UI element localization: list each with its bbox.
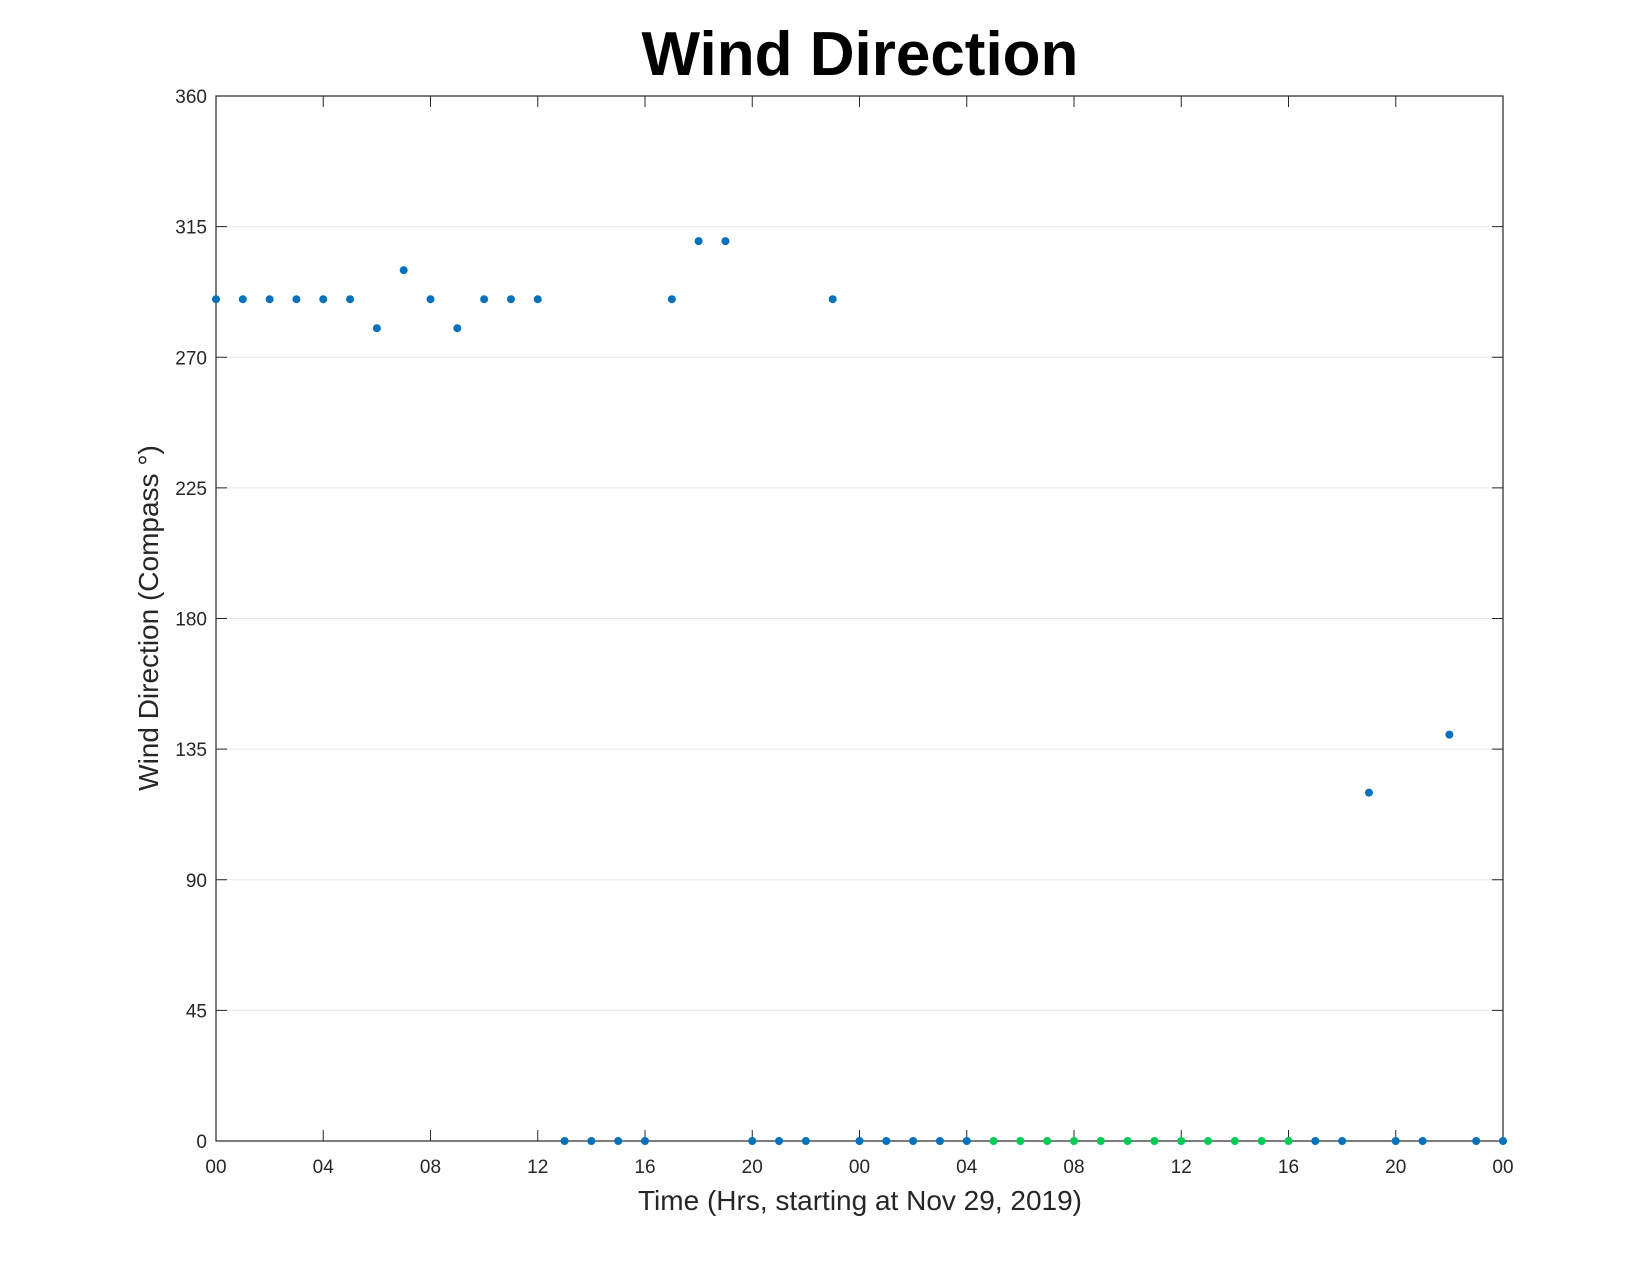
data-point bbox=[506, 295, 515, 304]
x-tick-label: 12 bbox=[1171, 1157, 1192, 1178]
data-point bbox=[721, 237, 730, 246]
data-point bbox=[641, 1137, 649, 1145]
data-point bbox=[909, 1137, 918, 1145]
x-tick-label: 08 bbox=[420, 1157, 441, 1178]
data-point bbox=[1123, 1137, 1132, 1145]
x-tick-label: 00 bbox=[205, 1157, 226, 1178]
data-point bbox=[935, 1137, 944, 1145]
y-tick-label: 135 bbox=[175, 740, 207, 761]
x-tick-label: 04 bbox=[313, 1157, 335, 1178]
y-tick-label: 180 bbox=[175, 610, 207, 631]
y-tick-label: 0 bbox=[196, 1132, 207, 1153]
data-point bbox=[614, 1137, 623, 1145]
data-point bbox=[1284, 1137, 1293, 1145]
data-point bbox=[801, 1137, 810, 1145]
data-point bbox=[1230, 1137, 1239, 1145]
x-tick-label: 00 bbox=[1492, 1157, 1513, 1178]
data-point bbox=[533, 295, 542, 304]
x-tick-label: 04 bbox=[956, 1157, 978, 1178]
y-tick-label: 270 bbox=[175, 348, 207, 369]
x-tick-label: 20 bbox=[1385, 1157, 1406, 1178]
x-tick-label: 16 bbox=[1278, 1157, 1299, 1178]
data-point bbox=[426, 295, 435, 304]
data-point bbox=[962, 1137, 971, 1145]
data-points bbox=[212, 237, 1507, 1145]
data-point bbox=[1338, 1137, 1347, 1145]
data-point bbox=[1364, 788, 1373, 797]
data-point bbox=[1070, 1137, 1078, 1145]
y-tick-label: 225 bbox=[175, 479, 207, 500]
data-point bbox=[319, 295, 328, 304]
grid-lines bbox=[216, 226, 1503, 1011]
data-point bbox=[238, 295, 247, 304]
data-point bbox=[1177, 1137, 1186, 1145]
data-point bbox=[1311, 1137, 1320, 1145]
data-point bbox=[1472, 1137, 1481, 1145]
data-point bbox=[748, 1137, 757, 1145]
y-tick-label: 360 bbox=[175, 87, 207, 108]
x-axis-label: Time (Hrs, starting at Nov 29, 2019) bbox=[638, 1185, 1082, 1216]
data-point bbox=[399, 266, 408, 275]
y-tick-label: 45 bbox=[186, 1001, 207, 1022]
data-point bbox=[453, 324, 462, 333]
data-point bbox=[1418, 1137, 1427, 1145]
data-point bbox=[346, 295, 355, 304]
data-point bbox=[1043, 1137, 1052, 1145]
data-point bbox=[775, 1137, 784, 1145]
data-point bbox=[1257, 1137, 1266, 1145]
data-point bbox=[1150, 1137, 1159, 1145]
data-point bbox=[989, 1137, 998, 1145]
data-point bbox=[855, 1137, 864, 1145]
data-point bbox=[667, 295, 676, 304]
data-point bbox=[265, 295, 274, 304]
x-tick-labels: 00 04 08 12 16 20 00 04 08 12 16 20 00 bbox=[205, 1157, 1513, 1178]
x-tick-label: 20 bbox=[742, 1157, 763, 1178]
data-point bbox=[1016, 1137, 1025, 1145]
data-point bbox=[587, 1137, 596, 1145]
data-point bbox=[1499, 1137, 1507, 1145]
data-point bbox=[694, 237, 703, 246]
data-point bbox=[1445, 730, 1454, 739]
y-tick-labels: 0 45 90 135 180 225 270 315 360 bbox=[175, 87, 207, 1153]
data-point bbox=[828, 295, 837, 304]
data-point bbox=[560, 1137, 569, 1145]
x-tick-label: 00 bbox=[849, 1157, 870, 1178]
data-point bbox=[1391, 1137, 1400, 1145]
x-tick-label: 16 bbox=[634, 1157, 655, 1178]
data-point bbox=[212, 295, 220, 304]
data-point bbox=[1096, 1137, 1105, 1145]
x-tick-label: 08 bbox=[1063, 1157, 1084, 1178]
y-tick-label: 315 bbox=[175, 218, 207, 239]
data-point bbox=[882, 1137, 891, 1145]
data-point bbox=[1204, 1137, 1213, 1145]
y-axis-label: Wind Direction (Compass °) bbox=[133, 445, 164, 791]
data-point bbox=[372, 324, 381, 333]
y-tick-label: 90 bbox=[186, 871, 207, 892]
x-tick-label: 12 bbox=[527, 1157, 548, 1178]
chart-title: Wind Direction bbox=[642, 20, 1079, 89]
data-point bbox=[480, 295, 489, 304]
data-point bbox=[292, 295, 301, 304]
